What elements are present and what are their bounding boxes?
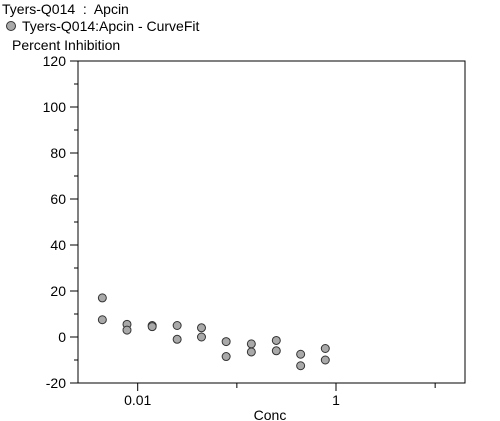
legend-label: Tyers-Q014:Apcin - CurveFit [22, 18, 200, 34]
y-tick-label: 40 [50, 237, 66, 253]
data-point [271, 346, 281, 356]
data-point [296, 361, 306, 371]
data-point [320, 344, 330, 353]
data-point [172, 321, 182, 330]
data-point [246, 347, 256, 357]
y-tick-label: 80 [50, 145, 66, 161]
data-point [122, 325, 132, 335]
data-point [147, 322, 157, 332]
x-tick-label: 1 [332, 392, 340, 408]
data-point [271, 335, 281, 345]
data-point [221, 337, 231, 347]
data-point [97, 315, 107, 325]
data-point [97, 293, 107, 303]
y-tick-label: -20 [46, 375, 66, 391]
data-point [196, 323, 206, 333]
legend-marker [6, 21, 16, 31]
data-point [196, 332, 206, 342]
chart-title: Tyers-Q014 : Apcin [2, 1, 129, 17]
y-tick-label: 100 [43, 99, 67, 115]
data-point [296, 349, 306, 359]
data-point [246, 339, 256, 349]
y-tick-label: 120 [43, 53, 67, 69]
x-axis-label: Conc [254, 407, 287, 421]
y-axis-label: Percent Inhibition [12, 37, 121, 53]
data-point [320, 355, 330, 365]
y-tick-label: 0 [58, 329, 66, 345]
x-tick-label: 0.01 [124, 392, 151, 408]
plot-frame [77, 60, 466, 384]
data-point [221, 352, 231, 362]
data-point [172, 334, 182, 344]
legend: Tyers-Q014:Apcin - CurveFit [6, 18, 199, 34]
y-tick-label: 60 [50, 191, 66, 207]
y-tick-label: 20 [50, 283, 66, 299]
